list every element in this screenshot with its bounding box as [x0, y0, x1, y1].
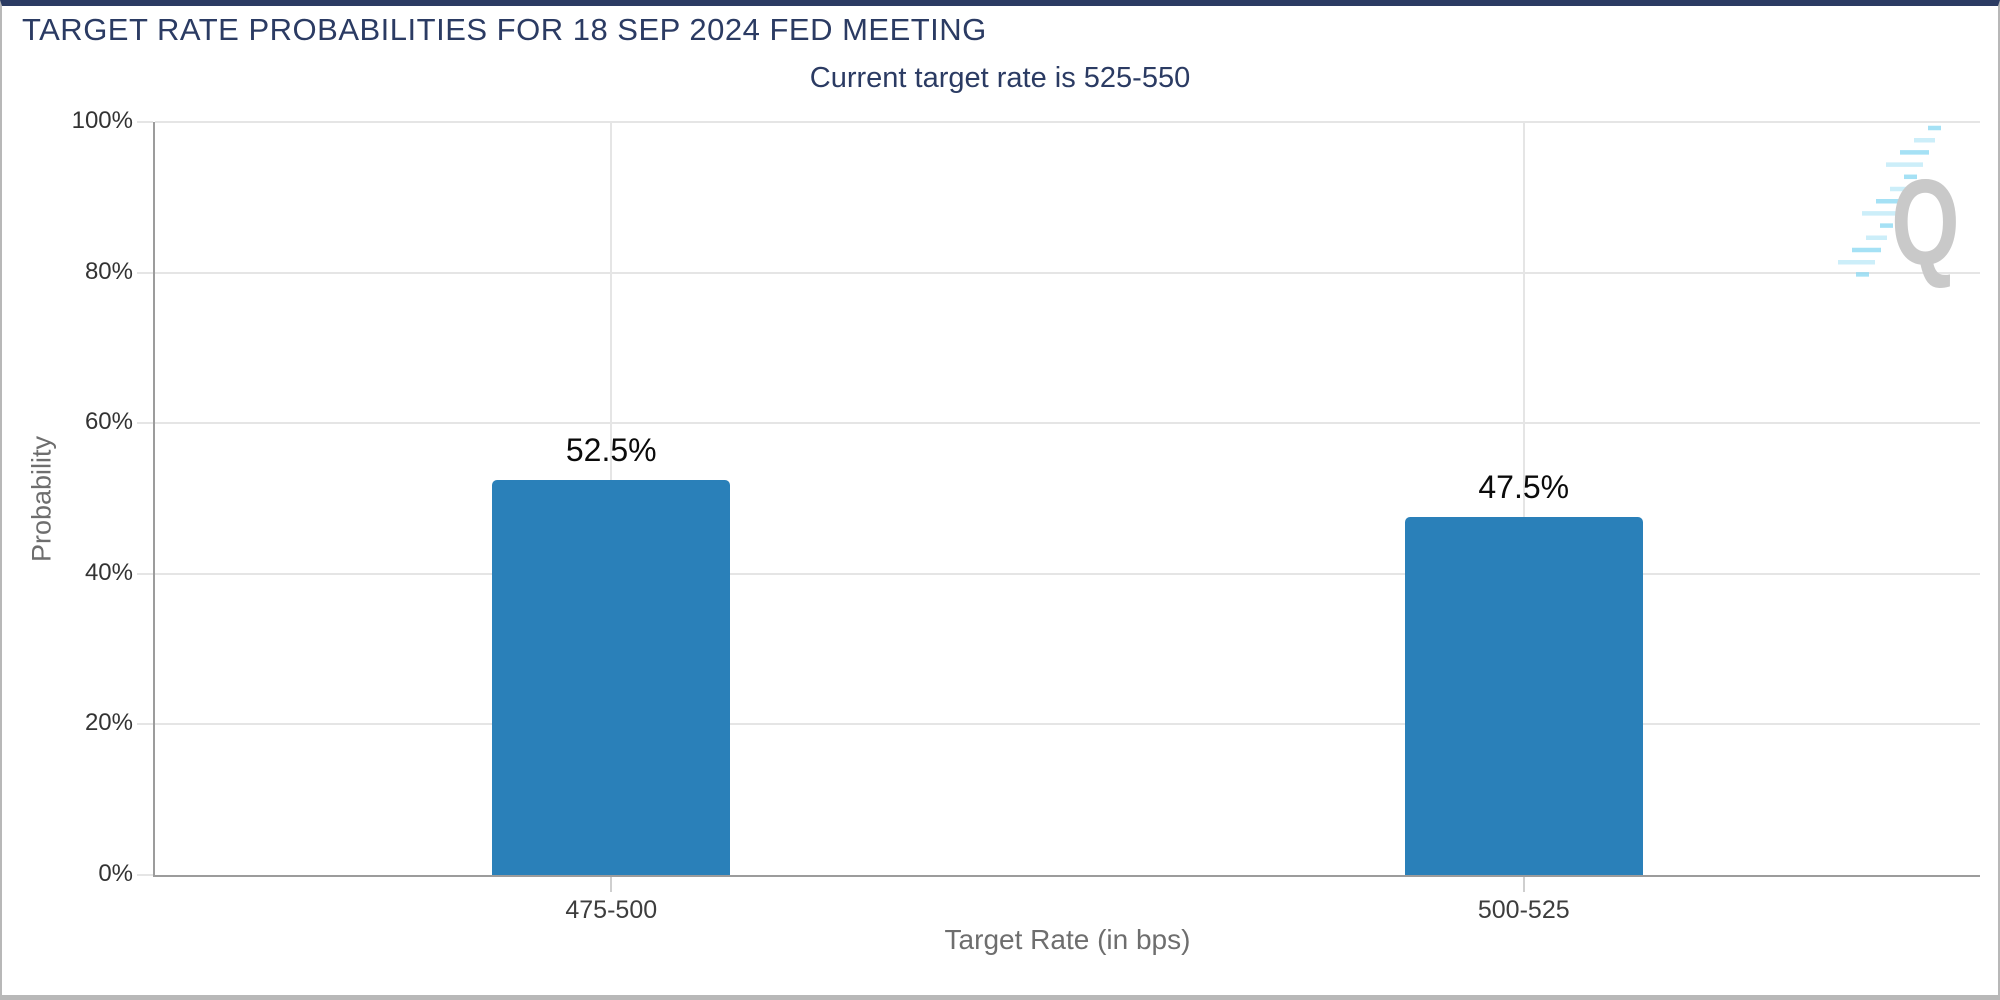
quikstrike-watermark: Q — [1838, 125, 1960, 291]
y-tick-label: 20% — [84, 709, 133, 737]
plot-area: 0% 20% 40% 60% 80% 100% 52.5% 475-500 47.5% 500-5… — [72, 107, 1980, 924]
y-tick-mark — [137, 572, 153, 575]
y-gridline — [155, 271, 1980, 274]
x-gridline — [1522, 122, 1525, 875]
bar-value-label: 52.5% — [565, 431, 657, 468]
y-gridline — [155, 723, 1980, 726]
x-axis-title: Target Rate (in bps) — [944, 924, 1191, 955]
x-tick-mark — [1522, 877, 1525, 892]
watermark-q-letter: Q — [1891, 154, 1959, 291]
probability-bar — [1404, 517, 1643, 875]
x-tick-label: 475-500 — [565, 896, 658, 924]
y-tick-label: 0% — [98, 860, 133, 887]
y-tick-label: 80% — [84, 257, 133, 285]
probability-bar — [492, 479, 731, 875]
y-axis-line — [153, 122, 155, 875]
y-gridline — [155, 121, 1980, 123]
y-tick-mark — [137, 723, 153, 726]
chart-subtitle: Current target rate is 525-550 — [809, 62, 1191, 94]
y-tick-mark — [137, 271, 153, 274]
y-tick-label: 100% — [71, 107, 133, 134]
chart-title: TARGET RATE PROBABILITIES FOR 18 SEP 202… — [22, 12, 987, 47]
y-gridline — [155, 572, 1980, 575]
y-tick-mark — [137, 874, 153, 876]
y-tick-mark — [137, 121, 153, 123]
y-axis-title: Probability — [26, 435, 57, 563]
x-tick-label: 500-525 — [1477, 896, 1570, 924]
y-tick-label: 60% — [84, 408, 133, 436]
y-tick-label: 40% — [84, 558, 133, 586]
y-tick-mark — [137, 422, 153, 425]
bar-value-label: 47.5% — [1478, 469, 1570, 506]
x-axis-line — [153, 875, 1980, 877]
watermark-hatch-lines — [1838, 125, 1941, 277]
y-gridline — [155, 422, 1980, 425]
x-tick-mark — [610, 877, 613, 892]
